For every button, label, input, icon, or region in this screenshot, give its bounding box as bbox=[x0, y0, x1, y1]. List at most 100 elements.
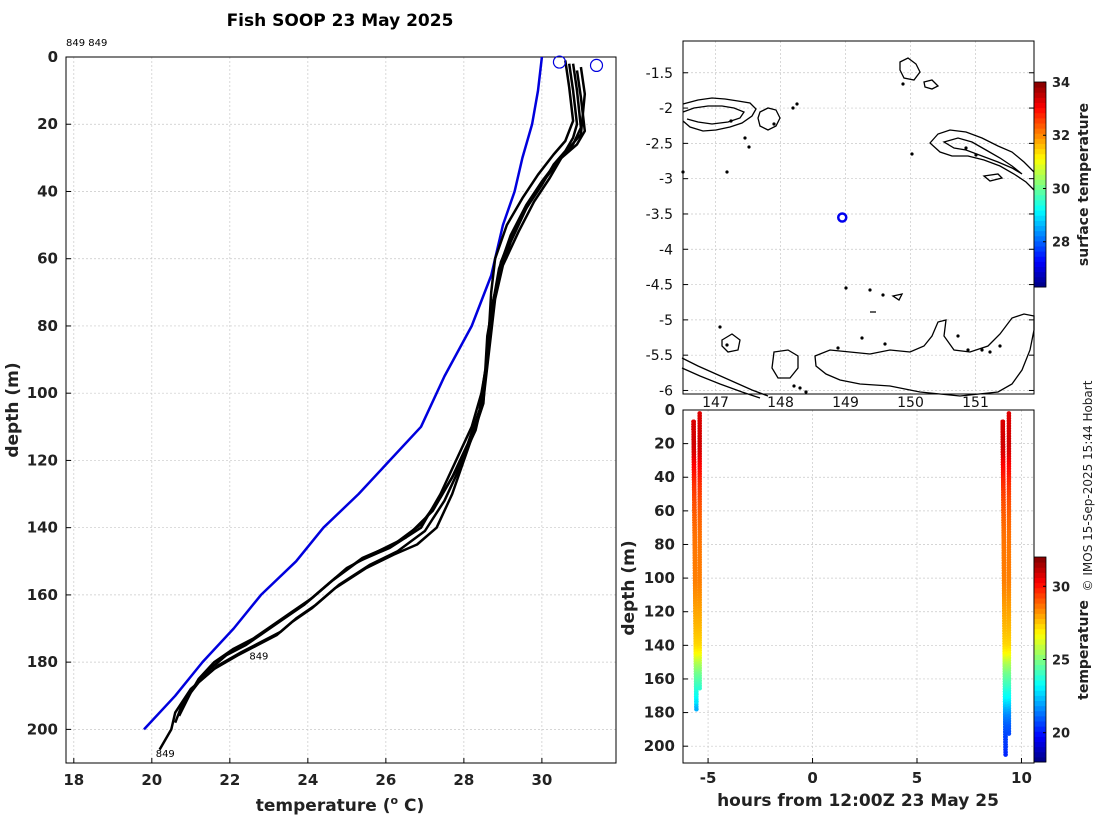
td-point bbox=[694, 706, 699, 712]
map-y-tick-label: -4 bbox=[659, 242, 673, 258]
td-point bbox=[1006, 731, 1012, 736]
td-y-tick-label: 60 bbox=[654, 502, 675, 520]
map-colorbar-tick-label: 30 bbox=[1052, 182, 1070, 197]
map-coastlines bbox=[681, 57, 1035, 399]
map-colorbar-segment bbox=[1034, 179, 1046, 185]
td-colorbar-segment bbox=[1034, 710, 1046, 717]
map-islet-dot bbox=[798, 386, 802, 390]
profile-x-label: temperature (o C) bbox=[256, 794, 425, 816]
profile-y-ticks: 0 20 40 60 80 100 120 140 160 180 200 bbox=[27, 48, 71, 738]
td-colorbar-segment bbox=[1034, 592, 1046, 599]
map-x-tick-label: 150 bbox=[897, 395, 924, 411]
td-colorbar-segment bbox=[1034, 654, 1046, 660]
td-y-tick-label: 120 bbox=[644, 603, 675, 621]
td-colorbar-segment bbox=[1034, 557, 1046, 563]
map-islet-dot bbox=[725, 170, 729, 174]
map-islet-dot bbox=[980, 348, 984, 352]
td-colorbar-segment bbox=[1034, 639, 1046, 645]
profile-x-tick-label: 30 bbox=[531, 771, 552, 789]
map-colorbar-title: surface temperature bbox=[1076, 103, 1092, 266]
profile-line-climatology bbox=[143, 56, 544, 731]
profile-y-tick-label: 80 bbox=[37, 317, 58, 335]
profile-line-cast-1 bbox=[158, 63, 579, 751]
profile-y-tick-label: 140 bbox=[27, 519, 58, 537]
map-colorbar-segment bbox=[1034, 112, 1046, 119]
profile-y-tick-label: 180 bbox=[27, 653, 58, 671]
map-colorbar-segment bbox=[1034, 266, 1046, 273]
map-colorbar-segment bbox=[1034, 235, 1046, 242]
id-note: 849 849 bbox=[66, 38, 107, 49]
map-colorbar-segment bbox=[1034, 174, 1046, 180]
surface-marker bbox=[552, 55, 567, 69]
td-colorbar-segment bbox=[1034, 562, 1046, 568]
td-point bbox=[1003, 737, 1008, 742]
profile-y-tick-label: 0 bbox=[48, 48, 58, 66]
map-islet-dot bbox=[804, 390, 808, 394]
map-colorbar-segment bbox=[1034, 184, 1046, 191]
td-colorbar-segment bbox=[1034, 587, 1046, 594]
map-islet-dot bbox=[725, 343, 729, 347]
coast-east-inner bbox=[942, 137, 1023, 175]
coast-islet-a bbox=[757, 107, 781, 131]
profile-axes-frame bbox=[65, 56, 617, 764]
td-colorbar-segment bbox=[1034, 659, 1046, 666]
td-y-tick-label: 180 bbox=[644, 704, 675, 722]
map-colorbar-segment bbox=[1034, 276, 1046, 283]
profile-x-tick-label: 24 bbox=[297, 771, 318, 789]
map-colorbar-segment bbox=[1034, 164, 1046, 170]
map-colorbar-segment bbox=[1034, 92, 1046, 98]
map-grid bbox=[683, 41, 1034, 394]
map-islet-dot bbox=[964, 146, 968, 150]
td-colorbar-title: temperature bbox=[1076, 600, 1092, 700]
map-colorbar-segment bbox=[1034, 261, 1046, 267]
map-position-marker bbox=[837, 212, 848, 223]
map-y-tick-label: -5.5 bbox=[646, 348, 673, 364]
td-colorbar-segment bbox=[1034, 751, 1046, 758]
td-colorbar-tick-label: 20 bbox=[1052, 727, 1070, 742]
profile-x-tick-label: 26 bbox=[375, 771, 396, 789]
time-depth-axes-frame bbox=[682, 409, 1035, 764]
map-x-tick-label: 149 bbox=[832, 395, 859, 411]
map-islet-dot bbox=[974, 153, 978, 157]
td-point bbox=[697, 685, 702, 691]
map-islet-dot bbox=[956, 334, 960, 338]
coast-east-island bbox=[929, 129, 1035, 192]
profile-y-tick-label: 100 bbox=[27, 384, 58, 402]
td-colorbar-segment bbox=[1034, 721, 1046, 727]
coast-islet-f bbox=[771, 349, 799, 379]
td-y-tick-label: 140 bbox=[644, 636, 675, 654]
coast-islet-e bbox=[721, 333, 741, 353]
td-colorbar-segment bbox=[1034, 690, 1046, 696]
td-point bbox=[694, 699, 699, 704]
td-y-tick-label: 0 bbox=[665, 401, 675, 419]
map-colorbar-segment bbox=[1034, 117, 1046, 124]
td-y-tick-label: 100 bbox=[644, 569, 675, 587]
td-colorbar-segment bbox=[1034, 582, 1046, 589]
td-colorbar-segment bbox=[1034, 726, 1046, 732]
map-y-tick-label: -1.5 bbox=[646, 66, 673, 82]
map-islet-dot bbox=[998, 344, 1002, 348]
coast-new-ireland-north bbox=[682, 97, 757, 132]
map-colorbar-segment bbox=[1034, 194, 1046, 201]
map-axes-frame bbox=[682, 40, 1035, 395]
map-islet-dot bbox=[836, 346, 840, 350]
td-colorbar-segment bbox=[1034, 715, 1046, 722]
map-islet-dot bbox=[747, 145, 751, 149]
coast-new-britain-west bbox=[681, 357, 769, 397]
map-x-ticks: 147 148 149 150 151 bbox=[702, 395, 989, 411]
profile-line-cast-5 bbox=[185, 63, 583, 700]
map-islet-dot bbox=[718, 325, 722, 329]
map-x-tick-label: 147 bbox=[702, 395, 729, 411]
map-islet-dot bbox=[910, 152, 914, 156]
map-colorbar-segment bbox=[1034, 102, 1046, 109]
td-colorbar-segment bbox=[1034, 685, 1046, 691]
td-point bbox=[1003, 744, 1008, 750]
profile-labels: 849 849 bbox=[156, 651, 269, 759]
time-depth-grid bbox=[683, 409, 1034, 763]
map-colorbar-segment bbox=[1034, 169, 1046, 175]
map-colorbar-segment bbox=[1034, 210, 1046, 216]
map-colorbar-segment bbox=[1034, 256, 1046, 262]
td-colorbar-segment bbox=[1034, 705, 1046, 712]
map-colorbar-segment bbox=[1034, 199, 1046, 206]
